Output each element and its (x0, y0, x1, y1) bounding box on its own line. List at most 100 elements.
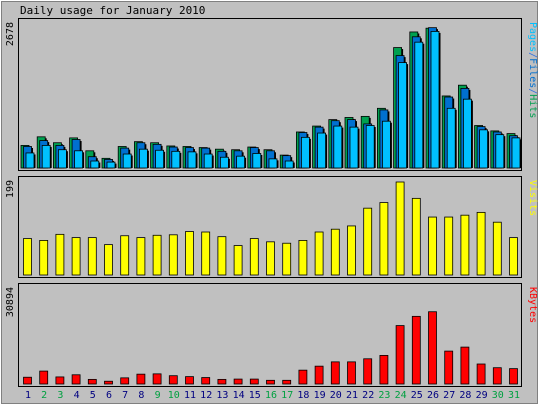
legend-entry-hits-files-pages-4: Hits (527, 94, 538, 118)
bar-kbytes-11 (185, 376, 194, 385)
bar-kbytes-7 (120, 377, 130, 385)
ymax-label-kbytes: 30894 (5, 287, 16, 317)
ymax-label-hits-files-pages: 2678 (5, 22, 16, 46)
x-tick-label-31: 31 (508, 390, 520, 401)
legend-hits-files-pages: Pages/Files/Hits (527, 22, 538, 118)
bar-kbytes-2 (39, 370, 49, 385)
bar-kbytes-27 (444, 350, 454, 385)
bar-visits-22 (363, 207, 373, 276)
x-tick-label-24: 24 (395, 390, 407, 401)
x-tick-label-13: 13 (216, 390, 228, 401)
bar-visits-18 (298, 240, 308, 276)
bar-kbytes-20 (330, 361, 340, 385)
x-tick-label-16: 16 (265, 390, 277, 401)
bar-visits-2 (39, 240, 49, 276)
bar-pages-2 (41, 145, 51, 169)
bar-visits-12 (201, 231, 211, 276)
legend-visits: Visits (527, 180, 538, 216)
bar-kbytes-21 (347, 361, 356, 385)
bar-pages-5 (90, 160, 100, 169)
bar-visits-1 (23, 238, 32, 276)
bar-kbytes-5 (87, 378, 97, 385)
chart-title: Daily usage for January 2010 (20, 4, 206, 17)
legend-entry-hits-files-pages-1: / (527, 52, 538, 58)
bar-visits-28 (460, 214, 470, 276)
bar-kbytes-8 (136, 373, 146, 385)
ymax-label-visits: 199 (5, 180, 16, 198)
x-tick-label-19: 19 (314, 390, 326, 401)
legend-entry-hits-files-pages-3: / (527, 88, 538, 94)
x-tick-label-27: 27 (443, 390, 455, 401)
bar-pages-12 (203, 153, 213, 169)
bar-pages-21 (349, 126, 359, 169)
bar-visits-13 (217, 236, 227, 276)
x-tick-label-21: 21 (346, 390, 358, 401)
bar-pages-20 (333, 125, 343, 169)
legend-entry-hits-files-pages-0: Pages (527, 22, 538, 52)
x-tick-label-29: 29 (476, 390, 488, 401)
bar-pages-27 (446, 107, 456, 169)
bar-visits-21 (347, 225, 356, 276)
bar-kbytes-22 (363, 358, 373, 385)
bar-pages-8 (138, 148, 148, 169)
x-tick-label-8: 8 (138, 390, 144, 401)
x-tick-label-11: 11 (184, 390, 196, 401)
bar-kbytes-3 (55, 376, 65, 385)
bar-visits-26 (428, 216, 437, 276)
panel-frame-kbytes (18, 283, 522, 387)
bar-pages-3 (58, 149, 67, 169)
bar-pages-13 (219, 156, 229, 169)
bar-pages-9 (155, 149, 165, 169)
bar-kbytes-17 (282, 379, 292, 385)
x-tick-label-17: 17 (281, 390, 293, 401)
bar-pages-31 (511, 137, 521, 169)
bar-kbytes-19 (314, 365, 324, 385)
legend-entry-hits-files-pages-2: Files (527, 58, 538, 88)
bar-visits-24 (395, 181, 405, 276)
bar-visits-25 (411, 197, 421, 276)
legend-kbytes: KBytes (527, 287, 538, 323)
bar-pages-18 (300, 136, 310, 169)
x-tick-label-1: 1 (25, 390, 31, 401)
x-tick-label-3: 3 (57, 390, 63, 401)
x-tick-label-26: 26 (427, 390, 439, 401)
bar-visits-30 (492, 221, 502, 276)
bar-visits-11 (185, 231, 194, 276)
x-tick-label-4: 4 (74, 390, 80, 401)
bar-pages-4 (74, 150, 83, 169)
bar-pages-28 (462, 98, 472, 169)
bar-pages-17 (284, 160, 294, 169)
bar-visits-10 (168, 234, 178, 276)
bar-kbytes-6 (104, 380, 113, 385)
bar-visits-5 (87, 237, 97, 276)
bar-pages-1 (25, 152, 35, 169)
x-tick-label-28: 28 (459, 390, 471, 401)
bar-pages-14 (236, 155, 246, 169)
legend-entry-visits-0: Visits (527, 180, 538, 216)
bar-pages-29 (479, 129, 489, 169)
bar-kbytes-14 (233, 378, 243, 385)
bar-pages-25 (414, 41, 424, 169)
bar-pages-30 (495, 134, 505, 169)
bar-visits-17 (282, 242, 292, 276)
x-tick-label-15: 15 (249, 390, 261, 401)
bar-visits-16 (266, 241, 275, 276)
bar-kbytes-28 (460, 346, 470, 385)
bar-pages-7 (122, 153, 132, 169)
bar-pages-16 (268, 158, 278, 169)
bar-kbytes-30 (492, 367, 502, 385)
x-tick-label-20: 20 (330, 390, 342, 401)
bar-kbytes-12 (201, 377, 211, 385)
x-tick-label-23: 23 (378, 390, 390, 401)
bar-kbytes-13 (217, 378, 227, 385)
x-tick-label-12: 12 (200, 390, 212, 401)
bar-kbytes-18 (298, 369, 308, 385)
bar-visits-15 (249, 238, 259, 276)
bar-visits-23 (379, 202, 389, 276)
x-tick-label-7: 7 (122, 390, 128, 401)
bar-visits-3 (55, 233, 65, 276)
bar-visits-8 (136, 237, 146, 276)
